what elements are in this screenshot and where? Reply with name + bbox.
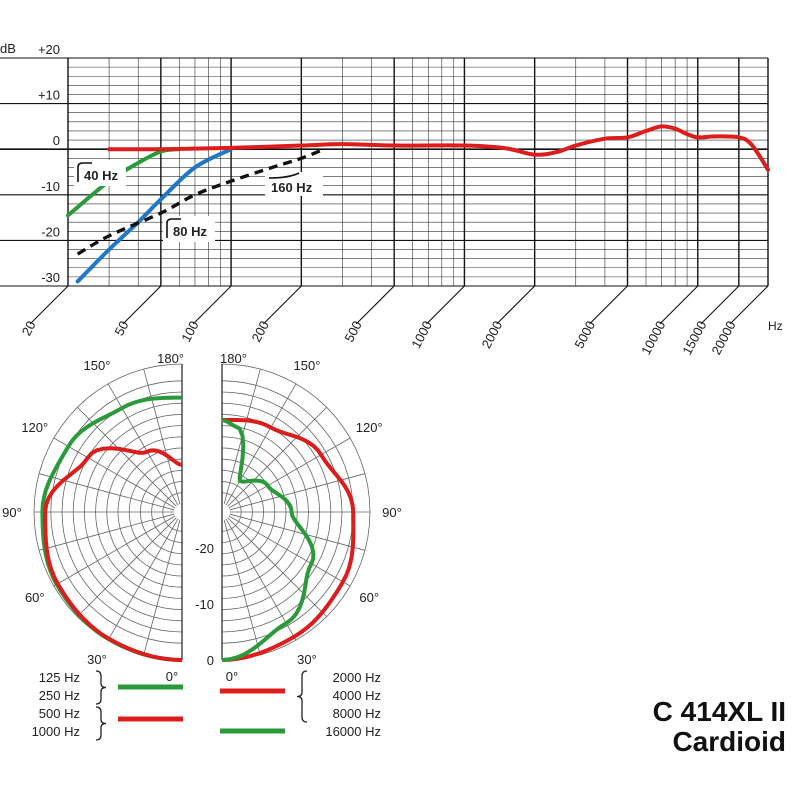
x-tick-line: [192, 285, 232, 325]
polar-curve-right: [221, 418, 356, 662]
polar-grid-spoke: [228, 437, 351, 509]
annotation-box: [163, 216, 215, 242]
y-tick-label: -30: [41, 270, 60, 285]
legend-brace: [95, 670, 107, 705]
polar-radial-label: -20: [195, 541, 214, 556]
polar-grid-spoke: [229, 513, 366, 551]
legend-label: 4000 Hz: [333, 688, 381, 703]
legend-label: 500 Hz: [39, 706, 80, 721]
x-tick-label: 500: [341, 318, 364, 344]
polar-grid-spoke: [77, 517, 177, 617]
x-tick-line: [589, 285, 628, 325]
polar-angle-label: 90°: [382, 505, 402, 520]
y-tick-label: -20: [41, 224, 60, 239]
y-tick-label: +10: [38, 88, 60, 103]
polar-grid-spoke: [225, 518, 297, 641]
y-axis-label: dB: [0, 41, 16, 56]
polar-grid-spoke: [38, 513, 175, 551]
polar-grid-spoke: [223, 519, 261, 656]
polar-angle-label: 30°: [87, 652, 107, 667]
polar-grid-spoke: [53, 515, 176, 587]
frequency-curves: [66, 124, 770, 284]
rolloff-curve-80hz: [75, 147, 234, 284]
annotation-label: 160 Hz: [271, 180, 313, 195]
annotation-box: [265, 172, 323, 196]
polar-pattern: 180° 180° 150° 150° 120° 120° 90° 90° 60° 60° 30° 3…: [2, 351, 402, 684]
x-tick-line: [426, 285, 465, 325]
frequency-annotations: 40 Hz 80 Hz 160 Hz: [74, 160, 323, 242]
legend-label: 16000 Hz: [325, 724, 381, 739]
x-tick-line: [262, 285, 302, 325]
x-tick-line: [700, 285, 740, 325]
y-tick-label: 0: [53, 133, 60, 148]
legend-label: 8000 Hz: [333, 706, 381, 721]
x-tick-label: 200: [249, 318, 272, 344]
polar-curve-left: [43, 446, 183, 662]
legend-brace: [95, 706, 107, 741]
polar-grid-spoke: [225, 383, 297, 506]
polar-radial-label: -10: [195, 597, 214, 612]
polar-angle-label: 150°: [84, 358, 111, 373]
x-tick-label: 50: [111, 318, 131, 338]
x-tick-line: [355, 285, 395, 325]
polar-angle-label: 0°: [226, 669, 238, 684]
polar-angle-label: 180°: [157, 351, 184, 366]
x-tick-label: 10000: [638, 318, 668, 357]
polar-grid-spoke: [143, 519, 181, 656]
polar-angle-label: 120°: [21, 420, 48, 435]
x-tick-line: [122, 285, 162, 325]
x-tick-line: [729, 285, 769, 325]
legend-brace: [296, 670, 308, 723]
main-response-curve: [107, 124, 770, 172]
x-tick-label: 20: [19, 318, 39, 338]
x-tick-label: 20000: [708, 318, 738, 357]
polar-grid-spoke: [38, 473, 175, 511]
polar-grid-spoke: [53, 437, 176, 509]
polar-grid-spoke: [107, 518, 179, 641]
polar-angle-label: 30°: [297, 652, 317, 667]
x-tick-label: 1000: [408, 318, 435, 351]
polar-grid-spoke: [228, 515, 351, 587]
x-axis-label: Hz: [768, 319, 783, 333]
frequency-axis-labels: dB +20 +10 0 -10 -20 -30 20 50 100 200 500 1000 2000 5…: [0, 41, 783, 357]
polar-angle-label: 60°: [25, 590, 45, 605]
x-tick-label: 15000: [679, 318, 709, 357]
legend-label: 2000 Hz: [333, 670, 381, 685]
model-name: C 414XL II: [652, 696, 786, 727]
polar-grid-spoke: [107, 383, 179, 506]
polar-radial-label: 0: [207, 653, 214, 668]
highpass-filter-icon: [77, 162, 92, 182]
polar-grid-spoke: [227, 517, 327, 617]
x-tick-label: 2000: [478, 318, 505, 351]
legend-label: 1000 Hz: [32, 724, 80, 739]
polar-angle-label: 0°: [166, 669, 178, 684]
legend-label: 250 Hz: [39, 688, 80, 703]
annotation-box: [74, 160, 126, 186]
pattern-name: Cardioid: [672, 726, 786, 757]
x-tick-line: [29, 285, 69, 325]
x-tick-line: [659, 285, 699, 325]
annotation-label: 40 Hz: [84, 168, 118, 183]
x-tick-label: 100: [178, 318, 201, 344]
polar-curve-right: [221, 418, 316, 662]
polar-angle-label: 60°: [359, 590, 379, 605]
polar-angle-label: 90°: [2, 505, 22, 520]
highpass-filter-icon: [268, 172, 300, 179]
rolloff-curve-160hz: [76, 147, 325, 256]
polar-angle-label: 120°: [356, 420, 383, 435]
polar-grid-spoke: [227, 407, 327, 507]
y-tick-label: -10: [41, 179, 60, 194]
polar-grid-spoke: [143, 368, 181, 505]
x-tick-label: 5000: [571, 318, 598, 351]
frequency-grid: [0, 57, 769, 325]
x-tick-line: [496, 285, 536, 325]
polar-angle-label: 180°: [220, 351, 247, 366]
legend: 125 Hz 250 Hz 500 Hz 1000 Hz 2000 Hz 4000 Hz 8…: [32, 670, 381, 741]
highpass-filter-icon: [166, 218, 181, 238]
polar-angle-label: 150°: [294, 358, 321, 373]
legend-label: 125 Hz: [39, 670, 80, 685]
y-tick-label: +20: [38, 42, 60, 57]
annotation-label: 80 Hz: [173, 224, 207, 239]
